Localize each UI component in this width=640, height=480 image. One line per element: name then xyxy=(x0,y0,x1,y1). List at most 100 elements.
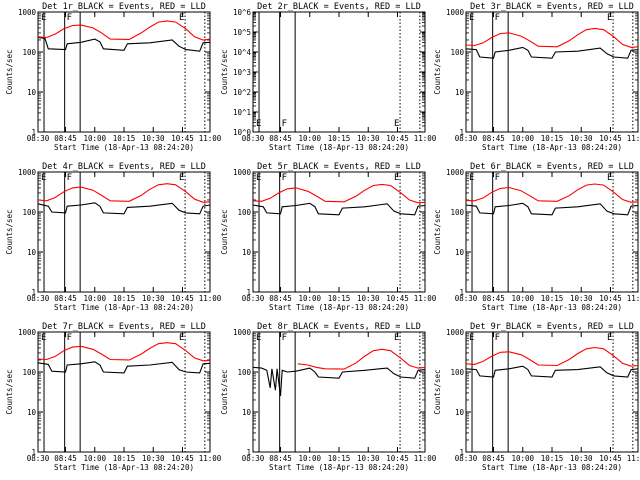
y-tick-label: 100 xyxy=(22,48,36,57)
flag-label: E xyxy=(394,119,399,129)
y-tick-label: 10^3 xyxy=(233,68,251,77)
y-axis-label: Counts/sec xyxy=(433,49,442,94)
plot-frame xyxy=(252,171,426,293)
x-tick-label: 11:00 xyxy=(627,454,640,463)
events-series-line xyxy=(465,202,639,216)
panel-title: Det 6r_BLACK = Events, RED = LLD xyxy=(470,162,634,172)
flag-label: F xyxy=(282,173,287,183)
lld-series-line xyxy=(297,348,426,370)
detector-panel-8: Det 8r_BLACK = Events, RED = LLD 1 10 100 10… xyxy=(220,322,437,472)
flag-label: E xyxy=(179,173,184,183)
plot-frame xyxy=(465,331,639,453)
panel-title: Det 8r_BLACK = Events, RED = LLD xyxy=(257,322,421,332)
x-tick-label: 10:30 xyxy=(142,454,165,463)
detector-panel-4: Det 4r_BLACK = Events, RED = LLD 1 10 100 10… xyxy=(5,162,222,312)
y-axis-label: Counts/sec xyxy=(5,369,14,414)
x-tick-label: 11:00 xyxy=(627,134,640,143)
x-axis-label: Start Time (18-Apr-13 08:24:20) xyxy=(482,143,622,152)
plot-frame xyxy=(465,171,639,293)
lld-series-line xyxy=(37,342,211,362)
y-tick-label: 10^4 xyxy=(233,48,252,57)
x-tick-label: 10:00 xyxy=(83,294,106,303)
x-tick-label: 10:45 xyxy=(599,454,622,463)
flag-label: E xyxy=(256,119,261,129)
detector-panel-6: Det 6r_BLACK = Events, RED = LLD 1 10 100 10… xyxy=(433,162,640,312)
x-tick-label: 10:15 xyxy=(541,134,564,143)
x-axis-label: Start Time (18-Apr-13 08:24:20) xyxy=(482,303,622,312)
flag-label: E xyxy=(607,173,612,183)
x-tick-label: 10:00 xyxy=(298,454,321,463)
x-tick-label: 11:00 xyxy=(627,294,640,303)
flag-label: E xyxy=(607,333,612,343)
x-tick-label: 10:15 xyxy=(113,134,136,143)
x-tick-label: 10:00 xyxy=(298,134,321,143)
x-tick-label: 08:30 xyxy=(455,134,478,143)
flag-label: E xyxy=(256,333,261,343)
x-tick-label: 10:00 xyxy=(83,454,106,463)
x-tick-label: 10:30 xyxy=(357,134,380,143)
flag-label: E xyxy=(256,173,261,183)
y-tick-label: 100 xyxy=(22,368,36,377)
flag-label: F xyxy=(495,333,500,343)
x-tick-label: 10:15 xyxy=(328,454,351,463)
x-tick-label: 10:45 xyxy=(171,454,194,463)
flag-label: E xyxy=(469,333,474,343)
flag-label: F xyxy=(282,333,287,343)
x-tick-label: 10:30 xyxy=(570,294,593,303)
lld-series-line xyxy=(465,183,639,203)
y-tick-label: 1 xyxy=(31,128,36,137)
x-tick-label: 08:30 xyxy=(455,294,478,303)
y-tick-label: 10^1 xyxy=(233,108,251,117)
events-series-line xyxy=(252,202,426,216)
plot-frame xyxy=(252,331,426,453)
x-tick-label: 10:00 xyxy=(83,134,106,143)
flag-label: E xyxy=(41,173,46,183)
x-tick-label: 10:30 xyxy=(142,294,165,303)
panel-title: Det 9r_BLACK = Events, RED = LLD xyxy=(470,322,634,332)
x-tick-label: 11:00 xyxy=(414,454,437,463)
x-tick-label: 10:45 xyxy=(386,454,409,463)
x-tick-label: 11:00 xyxy=(199,294,222,303)
x-tick-label: 08:45 xyxy=(482,294,505,303)
x-tick-label: 10:30 xyxy=(142,134,165,143)
detector-panel-3: Det 3r_BLACK = Events, RED = LLD 1 10 100 10… xyxy=(433,2,640,152)
detector-panel-9: Det 9r_BLACK = Events, RED = LLD 1 10 100 10… xyxy=(433,322,640,472)
flag-label: F xyxy=(67,173,72,183)
y-tick-label: 100 xyxy=(450,368,464,377)
x-tick-label: 10:30 xyxy=(570,454,593,463)
x-tick-label: 10:45 xyxy=(386,134,409,143)
x-tick-label: 08:30 xyxy=(242,454,265,463)
detector-panel-5: Det 5r_BLACK = Events, RED = LLD 1 10 100 10… xyxy=(220,162,437,312)
x-tick-label: 08:45 xyxy=(54,454,77,463)
flag-label: E xyxy=(41,13,46,23)
x-tick-label: 11:00 xyxy=(199,454,222,463)
detector-panel-7: Det 7r_BLACK = Events, RED = LLD 1 10 100 10… xyxy=(5,322,222,472)
y-axis-label: Counts/sec xyxy=(220,49,229,94)
flag-label: F xyxy=(67,13,72,23)
flag-label: F xyxy=(67,333,72,343)
x-tick-label: 08:30 xyxy=(27,294,50,303)
flag-label: F xyxy=(495,13,500,23)
x-tick-label: 08:30 xyxy=(455,454,478,463)
x-tick-label: 10:45 xyxy=(599,134,622,143)
y-axis-label: Counts/sec xyxy=(5,209,14,254)
x-tick-label: 11:00 xyxy=(414,134,437,143)
x-axis-label: Start Time (18-Apr-13 08:24:20) xyxy=(269,303,409,312)
y-tick-label: 1 xyxy=(459,448,464,457)
y-tick-label: 1000 xyxy=(18,8,37,17)
y-axis-label: Counts/sec xyxy=(433,369,442,414)
lld-series-line xyxy=(252,183,426,204)
lld-series-line xyxy=(465,346,639,367)
y-tick-label: 1000 xyxy=(446,8,465,17)
flag-label: E xyxy=(469,13,474,23)
x-tick-label: 10:15 xyxy=(113,294,136,303)
x-tick-label: 08:45 xyxy=(482,454,505,463)
y-tick-label: 1000 xyxy=(233,168,252,177)
x-tick-label: 10:45 xyxy=(386,294,409,303)
y-tick-label: 100 xyxy=(237,368,251,377)
events-series-line xyxy=(37,36,211,52)
flag-label: E xyxy=(469,173,474,183)
detector-panel-1: Det 1r_BLACK = Events, RED = LLD 1 10 100 10… xyxy=(5,2,222,152)
panel-title: Det 7r_BLACK = Events, RED = LLD xyxy=(42,322,206,332)
